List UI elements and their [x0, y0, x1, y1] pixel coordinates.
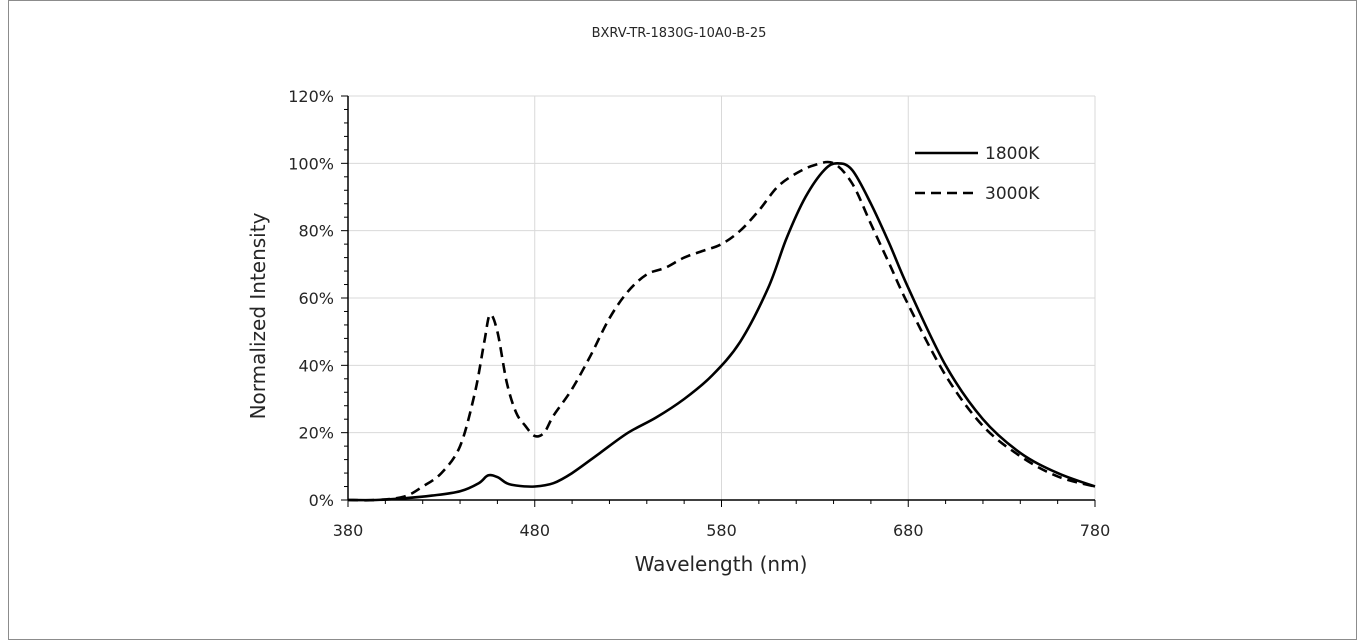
wavelength-chart: BXRV-TR-1830G-10A0-B-25 380 480 580 680 780 0… [246, 26, 1110, 576]
series-lines [347, 160, 1096, 502]
axes [341, 95, 1096, 507]
tick-labels: 380 480 580 680 780 0% 20% 40% 60% 80% 100% 120% [288, 87, 1110, 540]
legend-label-1800k: 1800K [985, 144, 1040, 164]
x-tick-label: 580 [706, 521, 737, 540]
series-line-1800k [347, 162, 1096, 502]
grid [348, 95, 1096, 500]
x-tick-label: 680 [893, 521, 924, 540]
x-axis-title: Wavelength (nm) [635, 552, 808, 576]
y-tick-label: 80% [298, 222, 334, 241]
x-tick-label: 780 [1080, 521, 1111, 540]
y-axis-title: Normalized Intensity [246, 212, 270, 419]
x-tick-label: 380 [333, 521, 364, 540]
y-tick-label: 60% [298, 289, 334, 308]
legend: 1800K 3000K [915, 144, 1040, 204]
y-tick-label: 40% [298, 356, 334, 375]
y-tick-label: 120% [288, 87, 334, 106]
legend-label-3000k: 3000K [985, 184, 1040, 204]
y-tick-label: 100% [288, 154, 334, 173]
y-tick-label: 0% [309, 491, 334, 510]
x-tick-label: 480 [519, 521, 550, 540]
y-tick-label: 20% [298, 424, 334, 443]
chart-title: BXRV-TR-1830G-10A0-B-25 [592, 26, 767, 41]
